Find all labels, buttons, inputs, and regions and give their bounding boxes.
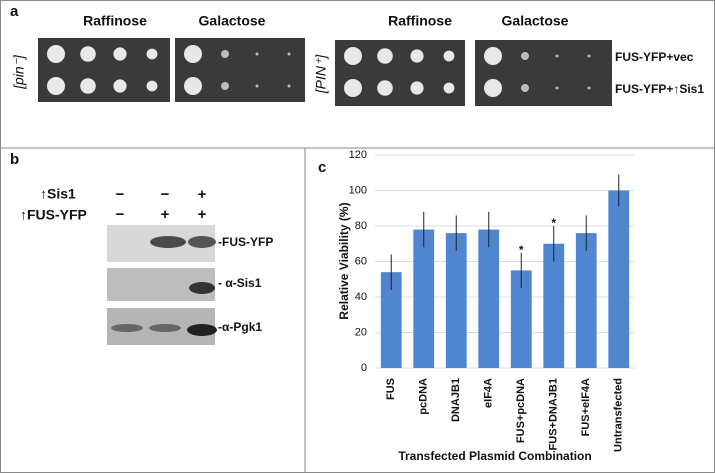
bar xyxy=(543,243,565,368)
sign: + xyxy=(198,206,207,223)
colony xyxy=(555,86,559,90)
colony xyxy=(555,54,559,58)
colony xyxy=(410,81,424,95)
y-tick-label: 40 xyxy=(355,291,367,303)
colony xyxy=(47,45,65,63)
x-tick-label: FUS xyxy=(385,378,397,400)
colony xyxy=(184,45,202,63)
colony xyxy=(47,77,65,95)
colony xyxy=(344,47,362,65)
panel-label: a xyxy=(10,3,19,20)
colony xyxy=(221,50,229,58)
band xyxy=(189,282,215,294)
band xyxy=(188,236,216,248)
colony xyxy=(587,86,591,90)
y-axis-label: Relative Viability (%) xyxy=(337,202,351,319)
sign: − xyxy=(161,186,170,203)
sign: − xyxy=(116,186,125,203)
colony xyxy=(443,82,455,94)
plates xyxy=(38,38,612,106)
colony xyxy=(113,47,127,61)
bar xyxy=(413,229,435,368)
colony xyxy=(255,52,259,56)
band xyxy=(149,324,181,332)
colony xyxy=(146,48,158,60)
colony xyxy=(287,52,291,56)
x-tick-label: eIF4A xyxy=(483,378,495,408)
condition-label: ↑FUS-YFP xyxy=(20,207,87,223)
colony xyxy=(484,47,502,65)
colony xyxy=(587,54,591,58)
band xyxy=(111,324,143,332)
colony xyxy=(80,78,96,94)
strain-label: [pin⁻] xyxy=(11,54,27,90)
blot-label: -α-Pgk1 xyxy=(218,320,262,334)
condition-label: ↑Sis1 xyxy=(40,186,76,202)
media-label: Raffinose xyxy=(388,13,452,29)
media-label: Galactose xyxy=(199,13,266,29)
sign: + xyxy=(161,206,170,223)
colony xyxy=(443,50,455,62)
colony xyxy=(113,79,127,93)
colony xyxy=(221,82,229,90)
row-label: FUS-YFP+↑Sis1 xyxy=(615,82,704,96)
x-axis-label: Transfected Plasmid Combination xyxy=(398,449,591,463)
band xyxy=(187,324,217,336)
sign: − xyxy=(116,206,125,223)
colony xyxy=(521,84,529,92)
colony xyxy=(377,48,393,64)
marker: * xyxy=(551,216,556,230)
y-tick-label: 120 xyxy=(349,149,367,161)
x-tick-label: Untransfected xyxy=(613,378,625,452)
marker: * xyxy=(519,243,524,257)
signs: − − − + + + xyxy=(116,186,207,223)
x-tick-label: pcDNA xyxy=(418,378,430,415)
bar xyxy=(510,270,532,368)
band xyxy=(150,236,186,248)
x-tick-label: FUS+eIF4A xyxy=(580,378,592,436)
x-tick-label: FUS+DNAJB1 xyxy=(548,378,560,450)
colony xyxy=(377,80,393,96)
y-tick-label: 0 xyxy=(361,362,367,374)
strain-label: [PIN⁺] xyxy=(313,54,329,95)
panel-label: c xyxy=(318,159,326,176)
colony xyxy=(255,84,259,88)
sign: + xyxy=(198,186,207,203)
media-label: Galactose xyxy=(502,13,569,29)
media-label: Raffinose xyxy=(83,13,147,29)
colony xyxy=(344,79,362,97)
blot-label: - α-Sis1 xyxy=(218,276,262,290)
bar xyxy=(608,190,630,368)
y-tick-label: 100 xyxy=(349,184,367,196)
y-tick-label: 80 xyxy=(355,220,367,232)
colony xyxy=(410,49,424,63)
blot-label: -FUS-YFP xyxy=(218,235,273,249)
colony xyxy=(521,52,529,60)
colony xyxy=(184,77,202,95)
chart: 0 20 40 60 80 100 120 FUS pcDNA DNAJB1 eIF4A FUS+pc… xyxy=(349,149,635,452)
bar xyxy=(380,272,402,368)
bar xyxy=(478,229,500,368)
x-tick-label: DNAJB1 xyxy=(450,378,462,422)
colony xyxy=(146,80,158,92)
colony xyxy=(80,46,96,62)
x-tick-label: FUS+pcDNA xyxy=(515,378,527,443)
row-label: FUS-YFP+vec xyxy=(615,50,694,64)
y-tick-label: 20 xyxy=(355,326,367,338)
y-tick-label: 60 xyxy=(355,255,367,267)
panel-label: b xyxy=(10,151,19,168)
colony xyxy=(484,79,502,97)
bar xyxy=(575,233,597,368)
colony xyxy=(287,84,291,88)
bar xyxy=(445,233,467,368)
